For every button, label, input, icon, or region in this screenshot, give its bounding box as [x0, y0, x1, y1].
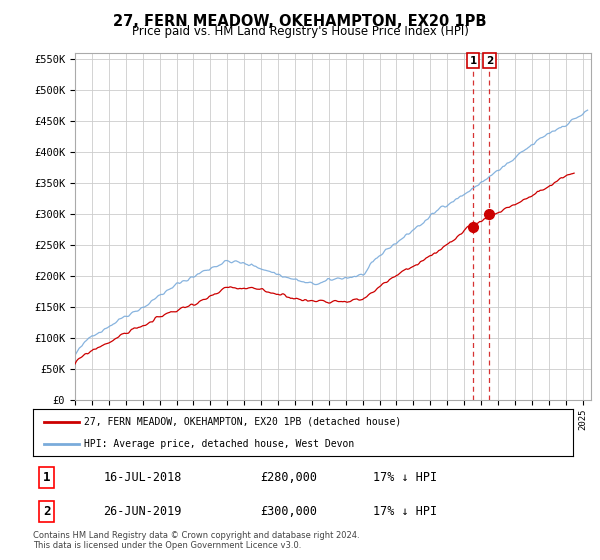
- Text: 16-JUL-2018: 16-JUL-2018: [103, 471, 182, 484]
- Text: 27, FERN MEADOW, OKEHAMPTON, EX20 1PB: 27, FERN MEADOW, OKEHAMPTON, EX20 1PB: [113, 14, 487, 29]
- Text: £300,000: £300,000: [260, 505, 317, 518]
- Text: 26-JUN-2019: 26-JUN-2019: [103, 505, 182, 518]
- Text: 2: 2: [43, 505, 50, 518]
- Text: 1: 1: [43, 471, 50, 484]
- Text: 17% ↓ HPI: 17% ↓ HPI: [373, 471, 437, 484]
- Text: 17% ↓ HPI: 17% ↓ HPI: [373, 505, 437, 518]
- Text: 1: 1: [470, 55, 477, 66]
- Text: £280,000: £280,000: [260, 471, 317, 484]
- Text: HPI: Average price, detached house, West Devon: HPI: Average price, detached house, West…: [84, 438, 355, 449]
- Text: Contains HM Land Registry data © Crown copyright and database right 2024.
This d: Contains HM Land Registry data © Crown c…: [33, 531, 359, 550]
- Text: 2: 2: [485, 55, 493, 66]
- Text: Price paid vs. HM Land Registry's House Price Index (HPI): Price paid vs. HM Land Registry's House …: [131, 25, 469, 38]
- Text: 27, FERN MEADOW, OKEHAMPTON, EX20 1PB (detached house): 27, FERN MEADOW, OKEHAMPTON, EX20 1PB (d…: [84, 417, 401, 427]
